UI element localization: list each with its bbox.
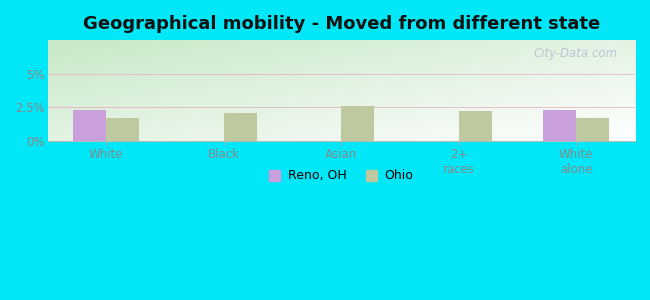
Bar [341, 106, 374, 141]
Bar [459, 112, 491, 141]
Text: City-Data.com: City-Data.com [533, 47, 618, 60]
Bar [224, 113, 257, 141]
Bar [577, 118, 609, 141]
Legend: Reno, OH, Ohio: Reno, OH, Ohio [265, 164, 418, 188]
Bar [106, 118, 139, 141]
Bar [543, 110, 577, 141]
Title: Geographical mobility - Moved from different state: Geographical mobility - Moved from diffe… [83, 15, 600, 33]
Bar [73, 110, 106, 141]
